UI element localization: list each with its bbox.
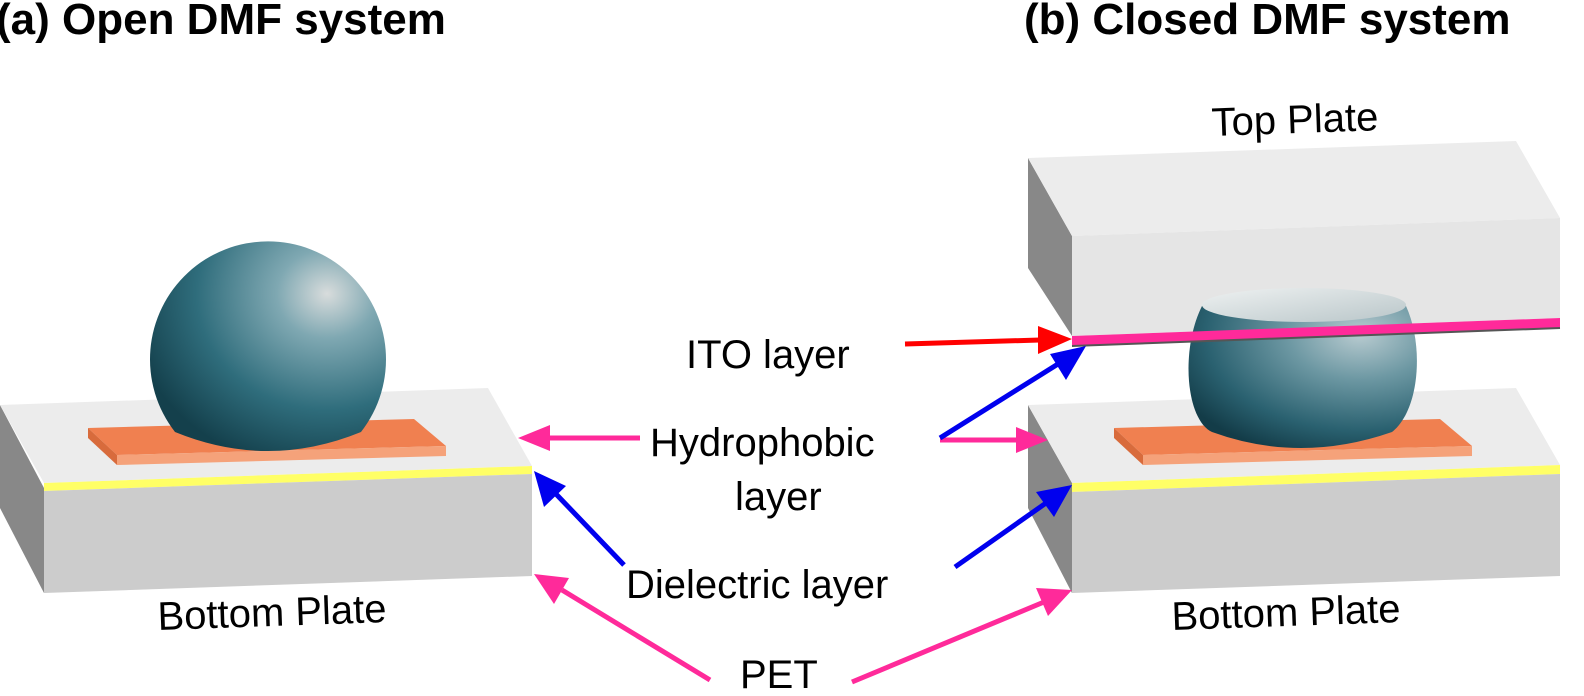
dielectric-arrow-right-shaft bbox=[953, 500, 1048, 570]
electrode-edge bbox=[117, 446, 446, 465]
ito-arrow-shaft bbox=[904, 337, 1041, 347]
dielectric-arrow-left-head bbox=[534, 471, 566, 507]
hydrophobic-arrow-right-head bbox=[1016, 427, 1048, 453]
plate-front-face bbox=[44, 474, 532, 593]
panel-a-bottom-plate-label: Bottom Plate bbox=[157, 587, 387, 639]
dielectric-layer-label: Dielectric layer bbox=[626, 563, 888, 607]
plate-front-face bbox=[1072, 218, 1560, 336]
plate-side-face bbox=[1028, 158, 1072, 336]
plate-front-face bbox=[1072, 474, 1560, 593]
ito-stripe-shadow bbox=[1071, 327, 1561, 347]
pet-arrow-left-head bbox=[534, 574, 569, 604]
dielectric-arrow-left-shaft bbox=[554, 492, 626, 567]
dielectric-stripe bbox=[44, 466, 532, 491]
panel-b-title: (b) Closed DMF system bbox=[1024, 0, 1511, 44]
hydrophobic-arrow-up-head bbox=[1050, 346, 1086, 380]
arrows bbox=[518, 326, 1086, 685]
hydrophobic-layer-label-line2: layer bbox=[735, 475, 822, 519]
pet-arrow-left-shaft bbox=[560, 587, 712, 683]
electrode-edge bbox=[1143, 446, 1472, 465]
pet-arrow-right-head bbox=[1036, 588, 1072, 616]
ito-arrow-head bbox=[1038, 326, 1072, 354]
panel-a-droplet bbox=[150, 241, 386, 451]
panel-b-top-plate-label: Top Plate bbox=[1211, 95, 1379, 145]
hydrophobic-arrow-left-head bbox=[518, 425, 550, 451]
pet-label: PET bbox=[740, 653, 818, 696]
hydrophobic-layer-label-line1: Hydrophobic bbox=[650, 421, 875, 465]
dielectric-arrow-right-head bbox=[1036, 485, 1072, 517]
panel-b-top-plate bbox=[1028, 141, 1560, 336]
ito-layer-label: ITO layer bbox=[686, 333, 850, 377]
panel-a-title: (a) Open DMF system bbox=[0, 0, 446, 44]
hydrophobic-arrow-up-shaft bbox=[938, 361, 1060, 441]
plate-side-face bbox=[0, 405, 44, 593]
ito-stripe bbox=[1072, 318, 1560, 346]
dielectric-stripe bbox=[1072, 465, 1560, 492]
electrode-side bbox=[88, 428, 117, 465]
plate-top-face bbox=[1028, 141, 1560, 236]
panel-b-bottom-plate-label: Bottom Plate bbox=[1171, 587, 1401, 639]
panel-b-droplet bbox=[1188, 288, 1417, 448]
electrode-side bbox=[1114, 428, 1143, 465]
pet-arrow-right-shaft bbox=[851, 599, 1045, 685]
